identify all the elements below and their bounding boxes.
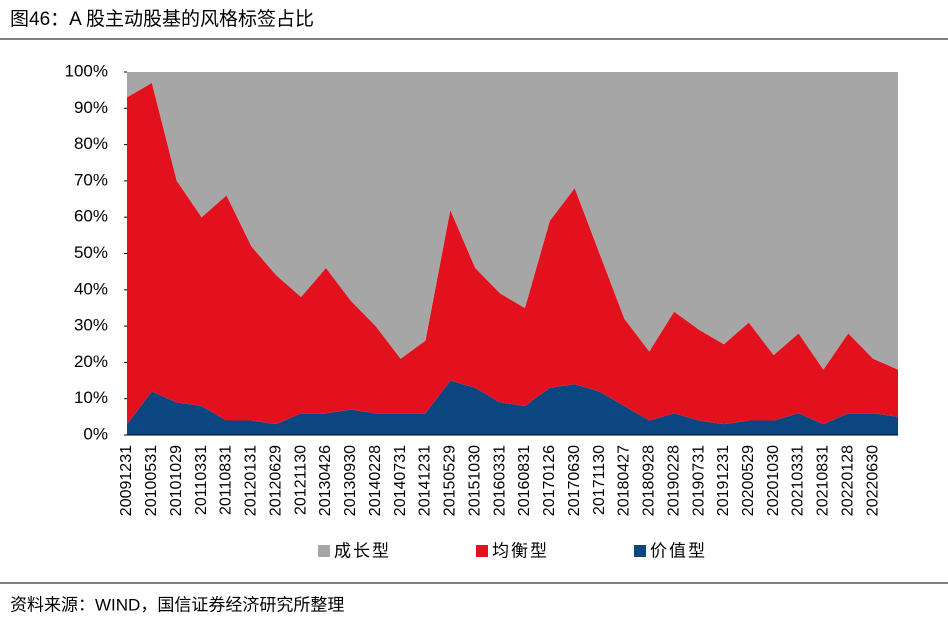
y-tick-label: 40%: [74, 279, 108, 298]
x-tick-label: 20200529: [740, 445, 757, 516]
area: [127, 72, 898, 370]
x-tick-label: 20110331: [193, 445, 210, 515]
x-tick-label: 20220630: [864, 445, 881, 516]
source-note: 资料来源：WIND，国信证券经济研究所整理: [10, 595, 344, 614]
x-tick-label: 20180928: [641, 445, 658, 516]
x-tick-label: 20101029: [168, 445, 185, 516]
x-tick-label: 20191231: [715, 445, 732, 516]
chart-title: 图46：A 股主动股基的风格标签占比: [10, 8, 314, 30]
x-tick-label: 20110831: [218, 445, 235, 515]
x-tick-label: 20170630: [566, 445, 583, 516]
legend-swatch: [318, 545, 330, 557]
y-tick-label: 30%: [74, 316, 108, 335]
x-tick-label: 20140228: [367, 445, 384, 516]
area: [127, 380, 898, 435]
x-tick-label: 20121130: [292, 445, 309, 515]
x-tick-label: 20140731: [392, 445, 409, 516]
x-tick-label: 20190228: [665, 445, 682, 516]
x-tick-label: 20151030: [466, 445, 483, 516]
y-tick-label: 90%: [74, 98, 108, 117]
x-tick-label: 20160831: [516, 445, 533, 516]
x-tick-label: 20120131: [243, 445, 260, 516]
legend-label: 均衡型: [492, 541, 549, 560]
x-tick-label: 20220128: [839, 445, 856, 516]
y-tick-label: 10%: [74, 388, 108, 407]
x-tick-label: 20180427: [616, 445, 633, 516]
x-tick-label: 20210331: [790, 445, 807, 516]
y-tick-label: 70%: [74, 170, 108, 189]
y-tick-label: 50%: [74, 243, 108, 262]
x-tick-label: 20150529: [442, 445, 459, 516]
x-tick-label: 20190731: [690, 445, 707, 516]
x-tick-label: 20091231: [118, 445, 135, 516]
x-tick-label: 20160331: [491, 445, 508, 516]
x-tick-label: 20100531: [143, 445, 160, 516]
y-tick-label: 20%: [74, 352, 108, 371]
area: [127, 82, 898, 425]
y-tick-label: 60%: [74, 207, 108, 226]
y-tick-label: 0%: [83, 424, 108, 443]
x-tick-label: 20171130: [591, 445, 608, 515]
legend-label: 成长型: [334, 541, 391, 560]
x-tick-label: 20170126: [541, 445, 558, 516]
x-tick-label: 20120629: [267, 445, 284, 516]
x-tick-label: 20141231: [417, 445, 434, 516]
legend-swatch: [634, 545, 646, 557]
legend-label: 价值型: [650, 541, 707, 560]
x-tick-label: 20130426: [317, 445, 334, 516]
x-tick-label: 20201030: [765, 445, 782, 516]
legend-swatch: [476, 545, 488, 557]
y-tick-label: 80%: [74, 134, 108, 153]
x-tick-label: 20130930: [342, 445, 359, 516]
y-tick-label: 100%: [65, 61, 108, 80]
x-tick-label: 20210831: [815, 445, 832, 516]
